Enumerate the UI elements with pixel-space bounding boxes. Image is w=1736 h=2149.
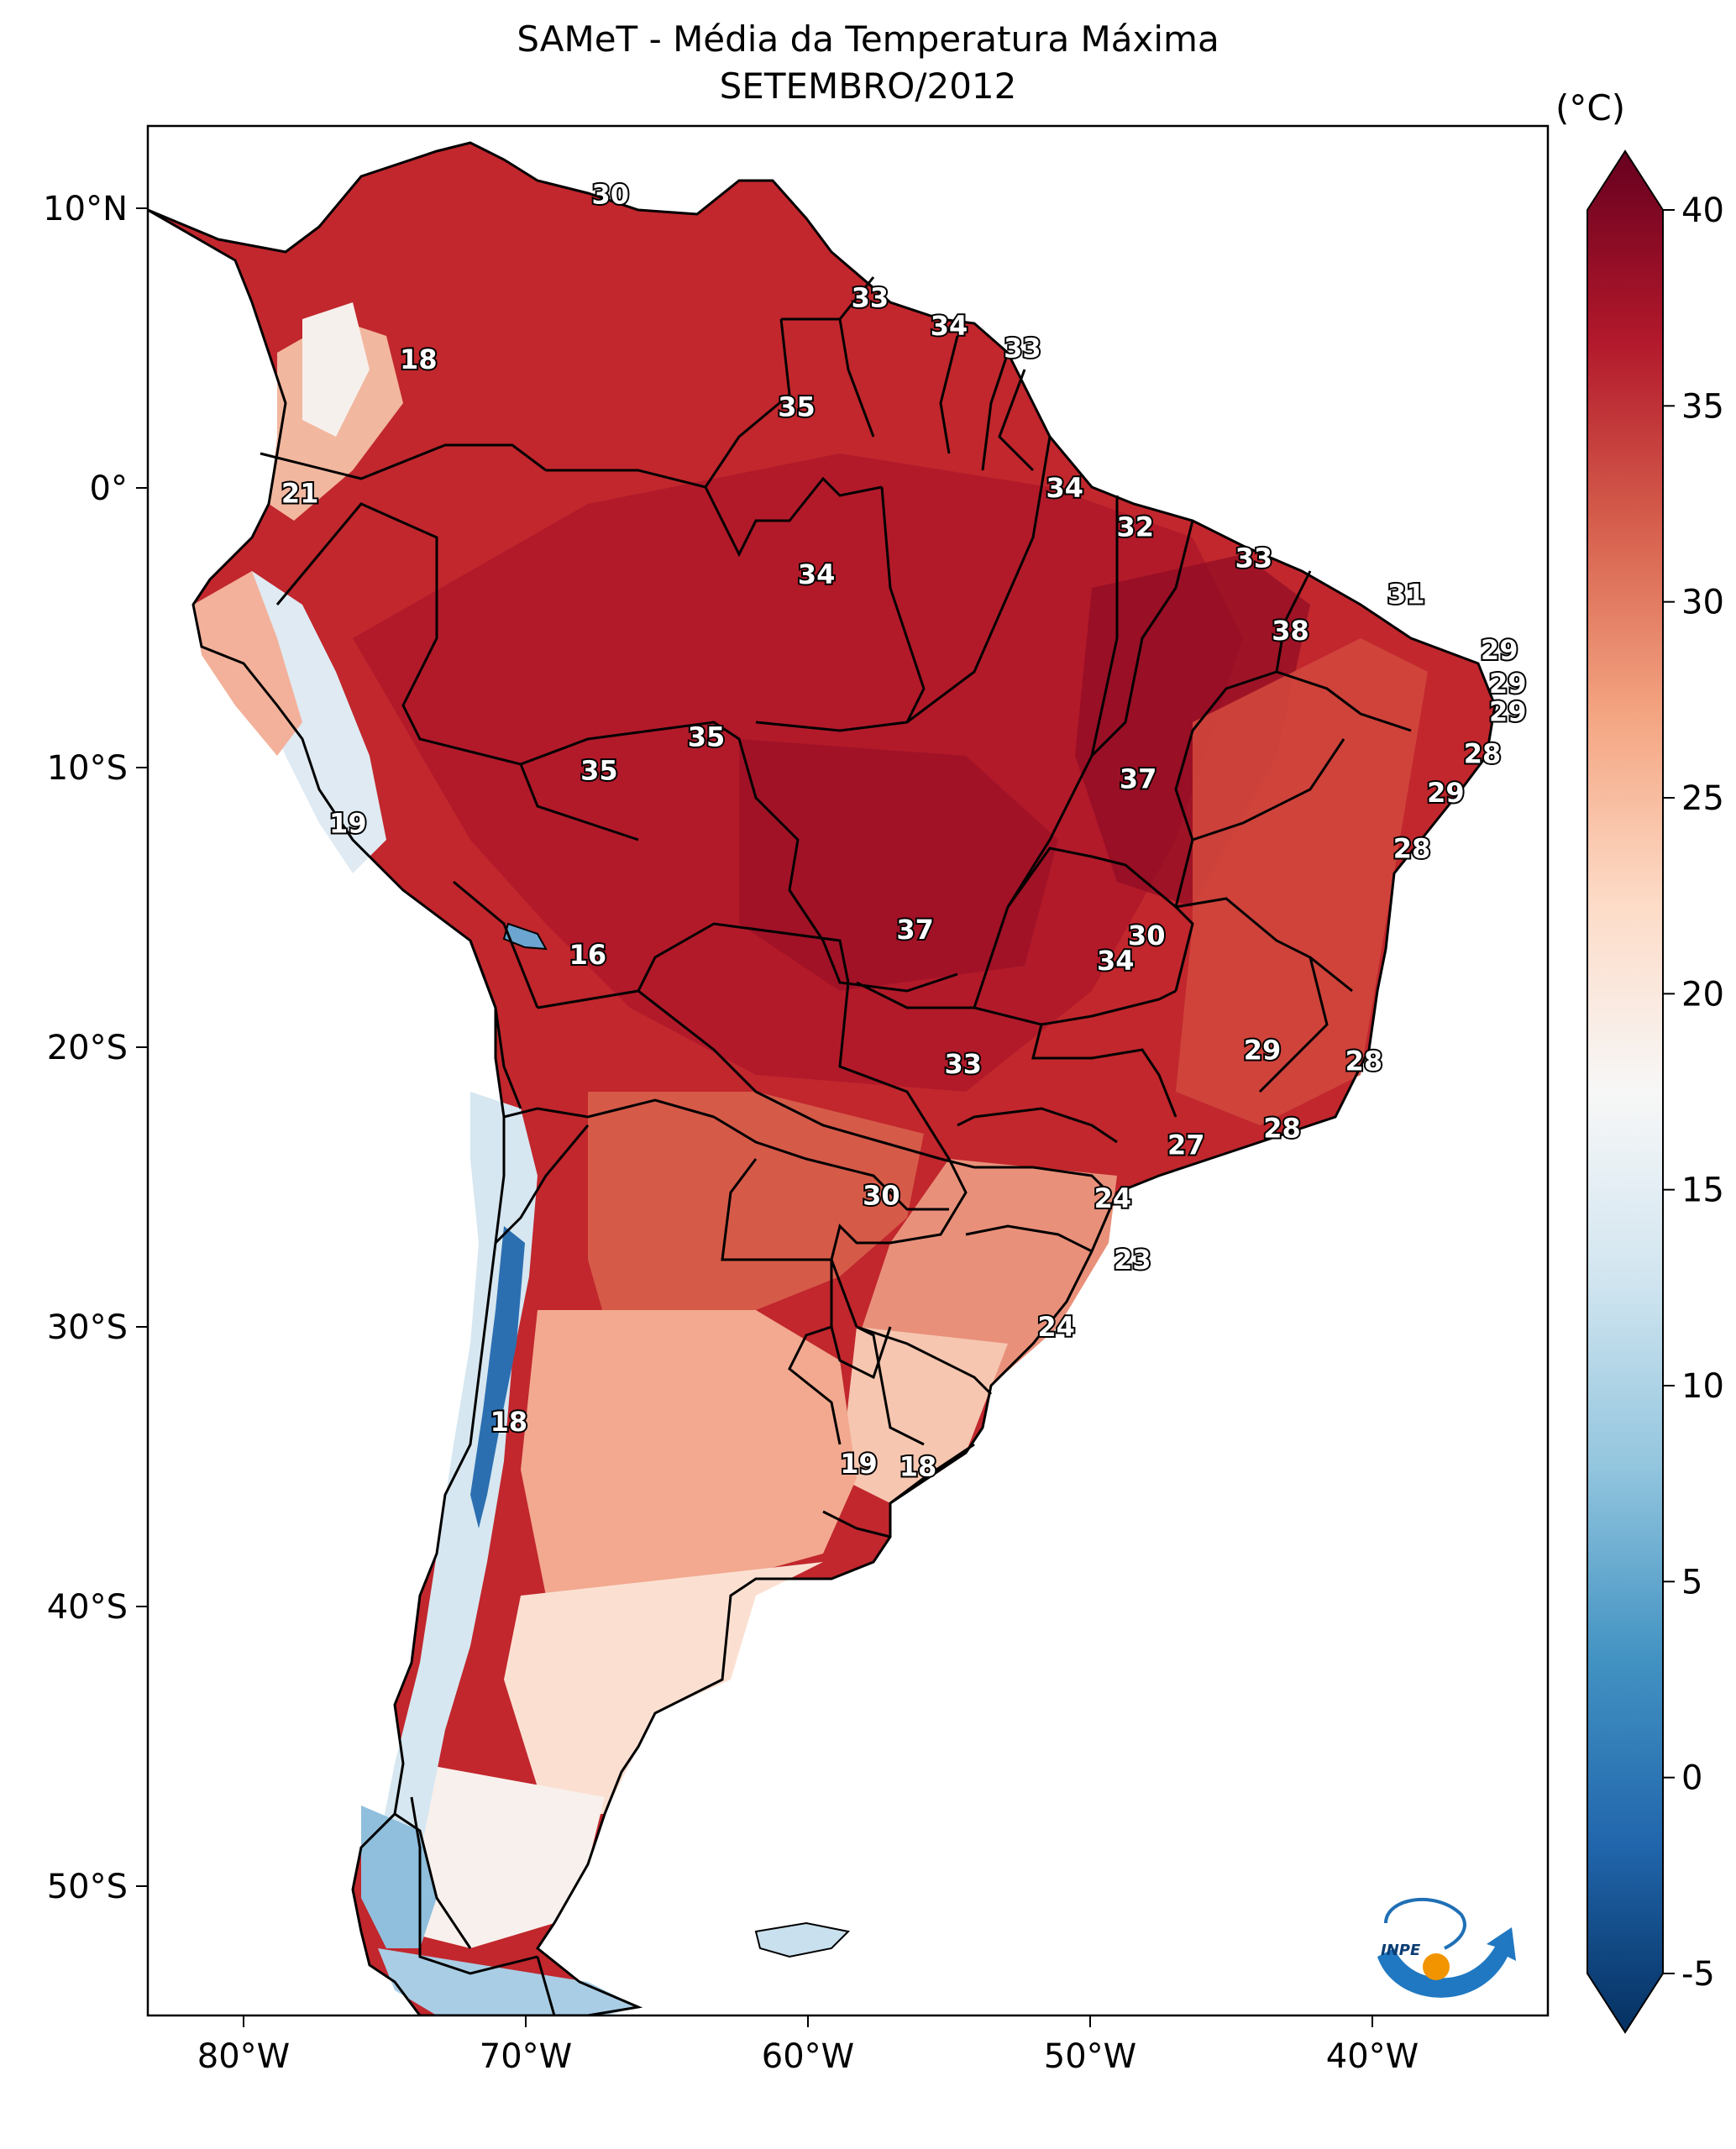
contour-label: 33 — [852, 282, 889, 314]
colorbar-tick-label: 15 — [1681, 1171, 1724, 1210]
colorbar-tick-label: 0 — [1681, 1759, 1702, 1798]
contour-label: 23 — [1114, 1244, 1151, 1276]
inpe-logo-text: INPE — [1381, 1942, 1421, 1959]
colorbar-tick-label: 25 — [1681, 779, 1724, 818]
contour-label: 38 — [1272, 615, 1309, 647]
contour-label: 29 — [1489, 668, 1527, 700]
contour-label: 28 — [1464, 737, 1502, 769]
latitude-ticks: 10°N 0° 10°S 20°S 30°S 40°S 50°S — [43, 190, 148, 1906]
contour-label: 21 — [281, 478, 319, 510]
contour-label: 28 — [1393, 833, 1431, 865]
contour-label: 18 — [490, 1406, 528, 1438]
colorbar-tick-label: 5 — [1681, 1563, 1702, 1601]
contour-label: 18 — [899, 1451, 937, 1483]
map-title: SAMeT - Média da Temperatura Máxima — [517, 18, 1219, 60]
lat-tick-label: 40°S — [47, 1588, 128, 1627]
contour-label: 28 — [1263, 1113, 1301, 1145]
contour-label: 35 — [580, 754, 618, 786]
lon-tick-label: 80°W — [197, 2037, 290, 2076]
map-frame — [146, 124, 1550, 2017]
boundaries — [148, 141, 1497, 2015]
lat-tick-label: 20°S — [47, 1029, 128, 1067]
lat-tick-label: 30°S — [47, 1308, 128, 1347]
contour-label: 35 — [778, 390, 816, 422]
colorbar-unit: (°C) — [1555, 87, 1626, 128]
contour-label: 30 — [863, 1179, 900, 1211]
contour-label: 34 — [931, 310, 968, 342]
contour-label: 29 — [1427, 777, 1465, 809]
contour-label: 34 — [798, 558, 836, 590]
contour-label: 37 — [896, 914, 934, 946]
colorbar-bar — [1587, 149, 1664, 2034]
contour-label: 34 — [1097, 945, 1135, 977]
contour-label: 27 — [1167, 1130, 1205, 1161]
colorbar-ticks: 40 35 30 25 20 15 10 5 0 -5 — [1663, 191, 1724, 1994]
colorbar: 40 35 30 25 20 15 10 5 0 -5 — [1587, 149, 1724, 2034]
contour-label: 29 — [1244, 1034, 1282, 1066]
contour-label: 28 — [1345, 1046, 1383, 1077]
lat-tick-label: 10°S — [47, 749, 128, 788]
colorbar-tick-label: 10 — [1681, 1367, 1724, 1406]
lon-tick-label: 40°W — [1326, 2037, 1419, 2076]
contour-label: 34 — [1046, 472, 1083, 504]
contour-label: 24 — [1094, 1182, 1132, 1214]
colorbar-tick-label: 40 — [1681, 191, 1724, 230]
lat-tick-label: 0° — [90, 469, 128, 508]
contour-label: 19 — [840, 1448, 878, 1480]
contour-label: 37 — [1120, 763, 1157, 794]
contour-label: 30 — [592, 178, 630, 210]
colorbar-tick-label: 35 — [1681, 387, 1724, 426]
lon-tick-label: 50°W — [1044, 2037, 1136, 2076]
lon-tick-label: 60°W — [762, 2037, 854, 2076]
lat-tick-label: 10°N — [43, 190, 128, 228]
contour-label: 16 — [569, 939, 607, 971]
contour-label: 33 — [1235, 542, 1273, 574]
temperature-field — [148, 143, 1495, 2015]
colorbar-tick-label: -5 — [1681, 1955, 1715, 1994]
longitude-ticks: 80°W 70°W 60°W 50°W 40°W — [197, 2015, 1419, 2076]
contour-label: 35 — [688, 721, 726, 752]
lon-tick-label: 70°W — [480, 2037, 572, 2076]
contour-label: 32 — [1116, 511, 1154, 543]
contour-label: 24 — [1037, 1311, 1075, 1343]
lat-tick-label: 50°S — [47, 1868, 128, 1906]
contour-label: 29 — [1489, 695, 1527, 727]
contour-label: 30 — [1128, 920, 1166, 951]
inpe-logo: INPE — [1377, 1897, 1516, 1998]
contour-label: 31 — [1387, 579, 1425, 611]
contour-label: 33 — [945, 1048, 983, 1080]
contour-label: 18 — [400, 343, 438, 375]
colorbar-tick-label: 30 — [1681, 584, 1724, 622]
map-subtitle: SETEMBRO/2012 — [719, 66, 1017, 107]
contour-label: 33 — [1004, 333, 1041, 364]
contour-label: 29 — [1481, 634, 1518, 666]
contour-label: 19 — [329, 808, 367, 840]
colorbar-tick-label: 20 — [1681, 975, 1724, 1014]
